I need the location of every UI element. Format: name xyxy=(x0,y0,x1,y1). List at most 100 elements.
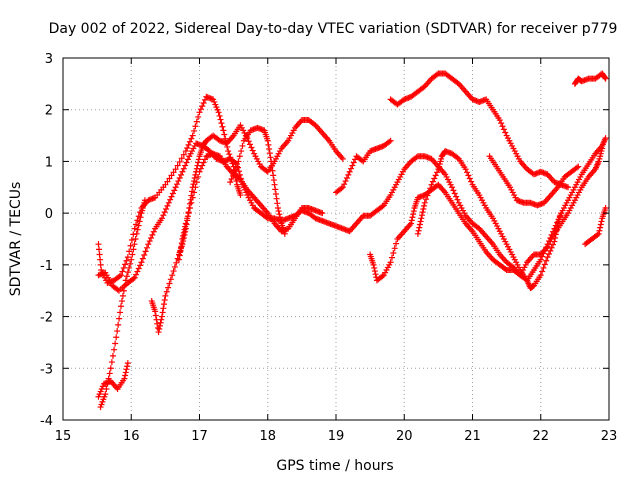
data-point xyxy=(108,359,115,366)
series-track-4 xyxy=(95,135,609,294)
data-point xyxy=(196,109,203,116)
data-point xyxy=(191,127,198,134)
data-point xyxy=(270,177,277,184)
data-point xyxy=(172,184,179,191)
data-point xyxy=(500,126,507,133)
data-point xyxy=(161,301,168,308)
data-point xyxy=(414,230,421,237)
data-point xyxy=(96,246,103,253)
data-point xyxy=(129,251,136,258)
data-point xyxy=(179,236,186,242)
x-tick-label: 19 xyxy=(328,429,345,444)
data-point xyxy=(216,112,223,119)
data-point xyxy=(127,260,134,267)
data-point xyxy=(159,309,166,316)
data-point xyxy=(423,196,430,203)
data-series xyxy=(95,70,609,411)
data-point xyxy=(235,158,242,165)
data-point xyxy=(418,215,425,222)
data-point xyxy=(156,325,163,332)
data-point xyxy=(166,175,173,182)
data-point xyxy=(130,246,137,253)
data-point xyxy=(391,245,398,252)
data-point xyxy=(180,151,187,158)
data-point xyxy=(113,334,120,341)
data-point xyxy=(416,224,423,231)
x-tick-label: 17 xyxy=(191,429,208,444)
x-tick-label: 22 xyxy=(532,429,549,444)
data-point xyxy=(184,156,191,163)
data-point xyxy=(193,118,200,125)
data-point xyxy=(185,210,192,217)
series-track-11 xyxy=(387,70,572,191)
data-point xyxy=(152,308,159,315)
data-point xyxy=(543,257,550,264)
data-point xyxy=(178,240,185,247)
x-tick-label: 20 xyxy=(396,429,413,444)
data-point xyxy=(182,220,189,227)
data-point xyxy=(122,261,129,268)
data-point xyxy=(145,241,152,248)
data-point xyxy=(466,175,473,182)
data-point xyxy=(236,153,243,160)
data-point xyxy=(541,261,548,268)
data-point xyxy=(273,195,280,202)
data-point xyxy=(239,142,246,149)
data-point xyxy=(228,176,235,183)
data-point xyxy=(128,237,135,244)
data-point xyxy=(197,165,204,172)
data-point xyxy=(117,309,124,316)
data-point xyxy=(274,200,281,207)
data-point xyxy=(339,155,346,162)
data-point xyxy=(171,187,178,194)
data-point xyxy=(424,192,431,199)
data-point xyxy=(602,75,609,82)
y-tick-label: 0 xyxy=(45,207,53,222)
data-point xyxy=(371,268,378,275)
data-point xyxy=(425,188,432,195)
series-track-12 xyxy=(486,153,582,209)
data-point xyxy=(191,189,198,196)
data-point xyxy=(170,169,177,176)
data-point xyxy=(417,218,424,225)
data-point xyxy=(146,238,153,245)
data-point xyxy=(220,127,227,134)
y-tick-label: 2 xyxy=(45,104,53,119)
data-point xyxy=(134,268,141,275)
data-point xyxy=(537,256,544,263)
data-point xyxy=(170,268,177,275)
data-point xyxy=(269,167,276,174)
data-point xyxy=(115,321,122,328)
data-point xyxy=(121,375,128,382)
data-point xyxy=(141,252,148,259)
data-point xyxy=(178,171,185,178)
data-point xyxy=(162,181,169,188)
data-point xyxy=(247,141,254,148)
data-point xyxy=(379,203,386,210)
data-point xyxy=(268,163,275,170)
data-point xyxy=(132,236,139,242)
data-point xyxy=(231,169,238,176)
data-point xyxy=(371,264,378,271)
data-point xyxy=(272,186,279,193)
data-point xyxy=(130,275,137,282)
data-point xyxy=(122,372,129,379)
data-point xyxy=(180,232,187,239)
data-point xyxy=(164,178,171,185)
data-point xyxy=(418,212,425,219)
data-point xyxy=(173,181,180,188)
data-point xyxy=(248,144,255,151)
data-point xyxy=(131,225,138,232)
data-point xyxy=(163,288,170,295)
data-point xyxy=(176,158,183,165)
data-point xyxy=(176,174,183,181)
data-point xyxy=(409,214,416,221)
data-point xyxy=(102,391,109,398)
data-point xyxy=(161,209,168,216)
data-point xyxy=(137,262,144,269)
data-point xyxy=(186,204,193,211)
data-point xyxy=(131,274,138,281)
data-point xyxy=(338,185,345,192)
data-point xyxy=(410,211,417,218)
